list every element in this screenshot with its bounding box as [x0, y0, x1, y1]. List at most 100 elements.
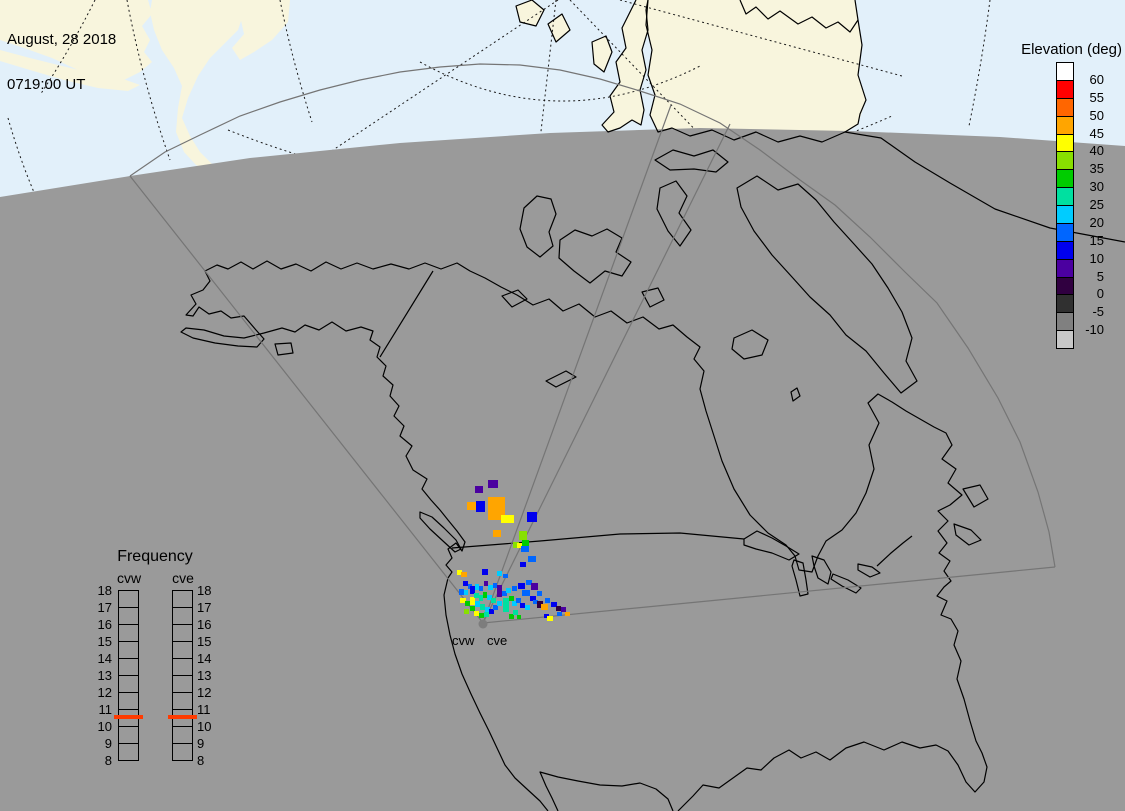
radar-fov-boundary — [129, 63, 1056, 624]
frequency-tick-label: 9 — [197, 736, 205, 751]
echo-cell — [493, 605, 498, 610]
frequency-scale-cell — [118, 675, 139, 693]
echo-cell — [518, 583, 525, 589]
frequency-tick-label: 13 — [197, 668, 212, 683]
echo-cell — [503, 574, 508, 578]
elevation-tick-label: 55 — [1089, 90, 1104, 105]
echo-cell — [541, 604, 548, 610]
frequency-tick-label: 8 — [197, 753, 205, 768]
echo-cell — [561, 607, 566, 612]
frequency-column-label-cvw: cvw — [116, 570, 142, 586]
echo-cell — [491, 598, 496, 603]
southampton-island — [731, 329, 769, 360]
lake-erie — [830, 573, 862, 594]
echo-cell — [526, 580, 532, 585]
victoria-island — [558, 228, 632, 284]
timestamp-date: August, 28 2018 — [7, 31, 117, 48]
echo-cell — [547, 616, 553, 621]
frequency-tick-label: 10 — [97, 719, 112, 734]
lake-michigan — [791, 559, 809, 597]
echo-cell — [557, 612, 562, 616]
echo-cell — [475, 584, 479, 590]
elevation-tick-label: 20 — [1089, 215, 1104, 230]
echo-cell — [484, 581, 488, 586]
elevation-tick-label: 15 — [1089, 233, 1104, 248]
frequency-tick-label: 9 — [104, 736, 112, 751]
echo-cell — [506, 588, 511, 593]
echo-cell — [474, 593, 479, 598]
frequency-scale-cell — [172, 658, 193, 676]
greenland-fill — [646, 0, 866, 142]
timestamp: August, 28 2018 0719:00 UT — [7, 2, 116, 122]
echo-cell — [463, 581, 468, 586]
frequency-tick-label: 12 — [197, 685, 212, 700]
frequency-scale-cell — [118, 658, 139, 676]
frequency-scale-cell — [172, 692, 193, 710]
elevation-tick-label: 25 — [1089, 197, 1104, 212]
echo-cell — [544, 614, 549, 618]
lake-superior — [743, 530, 800, 561]
elevation-tick-label: 45 — [1089, 126, 1104, 141]
frequency-scale-cell — [172, 641, 193, 659]
echo-cell — [483, 592, 487, 598]
frequency-tick-label: 12 — [97, 685, 112, 700]
elevation-colorbar-cell — [1056, 294, 1074, 313]
frequency-marker — [168, 715, 197, 719]
elevation-tick-label: -10 — [1085, 322, 1104, 337]
echo-cell — [522, 540, 529, 546]
elevation-colorbar-cell — [1056, 116, 1074, 135]
echo-cell — [497, 585, 502, 597]
ellesmere-fill — [602, 0, 648, 132]
elevation-colorbar-cell — [1056, 259, 1074, 278]
elevation-colorbar-cell — [1056, 205, 1074, 224]
frequency-scale-cell — [172, 675, 193, 693]
elevation-tick-label: 0 — [1096, 286, 1104, 301]
frequency-scale-cell — [118, 743, 139, 761]
echo-cell — [479, 613, 484, 618]
fov-outer-arc — [129, 63, 1056, 568]
radar-label-cve: cve — [487, 633, 508, 648]
banks-island — [519, 195, 557, 258]
elevation-colorbar-cell — [1056, 98, 1074, 117]
echo-cell — [525, 605, 530, 610]
night-region — [0, 128, 1125, 811]
echo-cell — [488, 480, 498, 488]
echo-cell — [493, 583, 497, 588]
echo-cell — [460, 598, 466, 603]
echo-cell — [531, 583, 538, 590]
baffin-island — [736, 175, 918, 394]
echo-cell — [520, 603, 525, 608]
elevation-tick-label: 5 — [1096, 269, 1104, 284]
radar-site-dot — [478, 619, 488, 629]
echo-cell — [517, 615, 521, 619]
frequency-tick-label: 14 — [197, 651, 212, 666]
echo-cell — [545, 598, 550, 603]
echo-cell — [465, 601, 470, 606]
echo-cell — [485, 607, 490, 612]
echo-cell — [528, 556, 536, 562]
echo-cell — [482, 569, 488, 575]
echo-cell — [470, 597, 475, 605]
frequency-column-label-cve: cve — [172, 570, 194, 586]
echo-cell — [503, 598, 509, 612]
lake-ontario — [857, 563, 881, 578]
echo-cell — [520, 562, 526, 567]
echo-cell — [488, 497, 505, 520]
echo-cell — [470, 586, 475, 594]
echo-cell — [522, 590, 530, 596]
frequency-scale-cell — [118, 641, 139, 659]
elevation-tick-label: 50 — [1089, 108, 1104, 123]
vancouver-island — [419, 511, 462, 553]
elevation-colorbar-cell — [1056, 277, 1074, 295]
echo-cell — [475, 601, 480, 607]
frequency-tick-label: 15 — [197, 634, 212, 649]
fov-inner-edge-cvw — [482, 104, 672, 624]
echo-cell — [509, 614, 514, 619]
echo-cell — [530, 596, 536, 601]
frequency-scale-cell — [118, 726, 139, 744]
lake-huron — [811, 555, 832, 585]
frequency-scale-cell — [118, 624, 139, 642]
frequency-scale-cell — [118, 607, 139, 625]
echo-cell — [484, 612, 489, 617]
